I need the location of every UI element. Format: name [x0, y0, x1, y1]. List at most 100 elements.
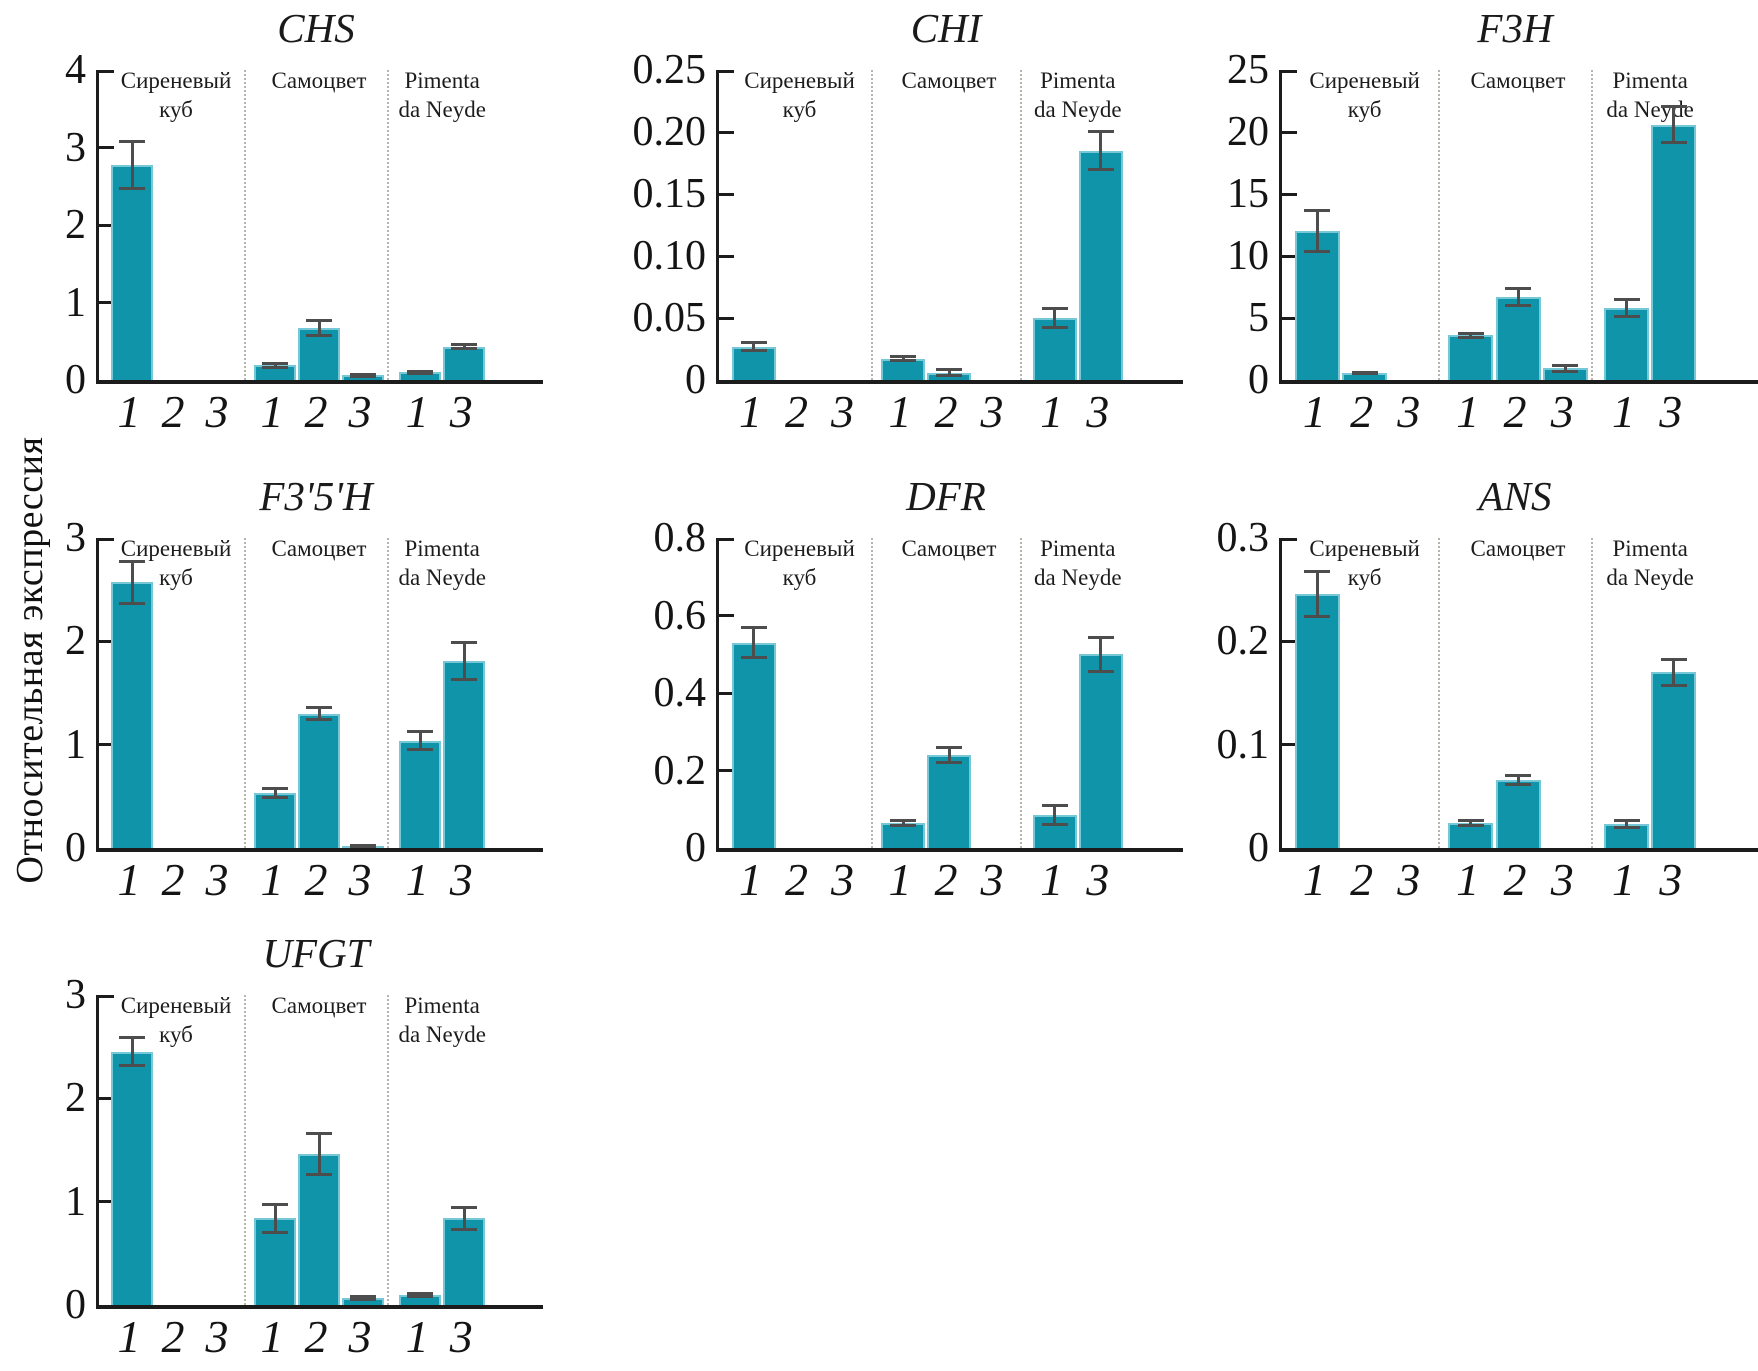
x-axis [716, 380, 1183, 384]
bar [443, 1218, 486, 1305]
error-bar-cap [1505, 773, 1531, 777]
bar [1604, 308, 1650, 380]
x-tick-label: 2 [304, 854, 328, 905]
chart-title: F3'5'H [259, 473, 373, 519]
group-divider [387, 995, 390, 1305]
y-tick-label: 0.15 [632, 171, 707, 217]
x-tick-label: 1 [1456, 386, 1480, 437]
group-label: Самоцвет [271, 536, 367, 561]
y-tick-label: 0 [1248, 825, 1269, 871]
chart-CHS: CHS 0 1 2 3 4 Сиреневый куб Самоцвет Pimenta da … [0, 0, 586, 450]
error-bar-cap [407, 1294, 434, 1298]
group-divider [1020, 70, 1023, 380]
chart-ANS: ANS 0 0.1 0.2 0.3 Сиреневый куб Самоцвет Piment… [1172, 468, 1758, 918]
error-bar-cap [119, 602, 145, 606]
x-tick-label: 1 [1302, 854, 1326, 905]
chart-title: F3H [1477, 5, 1553, 51]
plot-area: 0 0.05 0.10 0.15 0.20 0.25 Сиреневый куб Самоцв… [633, 49, 1183, 401]
group-divider [870, 538, 873, 848]
y-tick [719, 769, 734, 772]
error-bar-cap [1505, 287, 1531, 291]
y-tick [1282, 254, 1297, 258]
error-bar-cap [936, 367, 962, 371]
error-bar-cap [1552, 363, 1579, 367]
error-bar-line [462, 344, 466, 349]
y-tick-label: 0.6 [653, 592, 707, 639]
error-bar-cap [262, 1230, 288, 1234]
plot-area: 0 1 2 3 Сиреневый куб Самоцвет Pimenta da Neyd… [65, 517, 543, 869]
error-bar-cap [1351, 372, 1378, 376]
error-bar-cap [1457, 331, 1484, 335]
error-bar-line [1053, 308, 1057, 328]
y-tick [1282, 70, 1297, 73]
error-bar-line [462, 1206, 466, 1230]
error-bar-cap [1505, 303, 1531, 307]
x-tick-label: 3 [348, 854, 372, 905]
y-tick-label: 0.3 [1216, 515, 1270, 561]
error-bar-cap [1505, 782, 1531, 786]
group-divider [387, 538, 390, 848]
error-bar-cap [262, 1202, 288, 1206]
x-axis [1279, 848, 1758, 852]
error-bar-line [1563, 364, 1567, 372]
x-tick-label: 3 [1659, 854, 1683, 905]
y-tick [99, 146, 114, 149]
x-tick-label: 3 [831, 854, 854, 905]
y-tick-label: 2 [65, 1075, 86, 1122]
error-bar-cap [350, 372, 376, 376]
error-bar-line [1672, 658, 1676, 686]
y-tick [1282, 743, 1297, 747]
x-tick-label: 1 [1040, 854, 1064, 905]
error-bar-cap [740, 349, 767, 353]
error-bar-cap [306, 319, 332, 323]
error-bar-cap [306, 333, 332, 337]
error-bar-cap [1660, 657, 1687, 661]
y-tick-label: 0 [65, 825, 86, 871]
group-label: Сиреневый куб [120, 68, 232, 123]
x-tick-label: 3 [1086, 854, 1110, 905]
y-tick [99, 743, 114, 747]
x-tick-label: 1 [1456, 854, 1480, 905]
error-bar-cap [1304, 570, 1331, 574]
y-tick-label: 5 [1248, 295, 1269, 341]
error-bar-cap [1660, 104, 1687, 108]
y-tick-label: 0.10 [632, 233, 707, 279]
x-tick-label: 3 [1397, 386, 1421, 437]
y-tick [719, 691, 734, 695]
chart-F3'5'H: F3'5'H 0 1 2 3 Сиреневый куб Самоцвет Pimenta d… [0, 468, 586, 918]
x-axis [96, 848, 543, 852]
error-bar-cap [1304, 614, 1331, 618]
group-label: Сиреневый куб [744, 68, 855, 123]
group-label: Самоцвет [901, 68, 997, 93]
x-tick-label: 1 [1302, 386, 1326, 437]
error-bar-line [130, 140, 134, 189]
chart-DFR: DFR 0 0.2 0.4 0.6 0.8 Сиреневый куб Самоцвет Pim… [586, 468, 1183, 918]
x-tick-label: 3 [980, 854, 1004, 905]
error-bar-line [1516, 288, 1520, 306]
plot-area: 0 0.1 0.2 0.3 Сиреневый куб Самоцвет Pimenta d… [1217, 517, 1758, 869]
y-tick [99, 1200, 114, 1204]
bar [443, 660, 486, 848]
error-bar-line [361, 1295, 365, 1300]
chart-title: DFR [906, 473, 986, 519]
error-bar-cap [890, 355, 916, 359]
chart-title: UFGT [262, 930, 370, 976]
x-tick-label: 3 [1550, 854, 1574, 905]
error-bar-line [1053, 804, 1057, 826]
bar [731, 642, 776, 848]
x-axis [96, 1305, 543, 1309]
y-tick [1282, 130, 1297, 134]
error-bar-line [317, 1133, 321, 1175]
x-tick-label: 2 [161, 854, 185, 905]
error-bar-cap [350, 844, 376, 848]
y-tick [99, 301, 114, 304]
y-tick-label: 0.2 [1216, 618, 1270, 665]
bar [254, 793, 296, 848]
error-bar-cap [306, 706, 332, 710]
x-tick-label: 1 [117, 1311, 141, 1362]
y-tick-label: 3 [65, 515, 86, 561]
y-tick [1282, 192, 1297, 196]
error-bar-cap [119, 559, 145, 563]
y-tick-label: 0 [685, 357, 706, 403]
